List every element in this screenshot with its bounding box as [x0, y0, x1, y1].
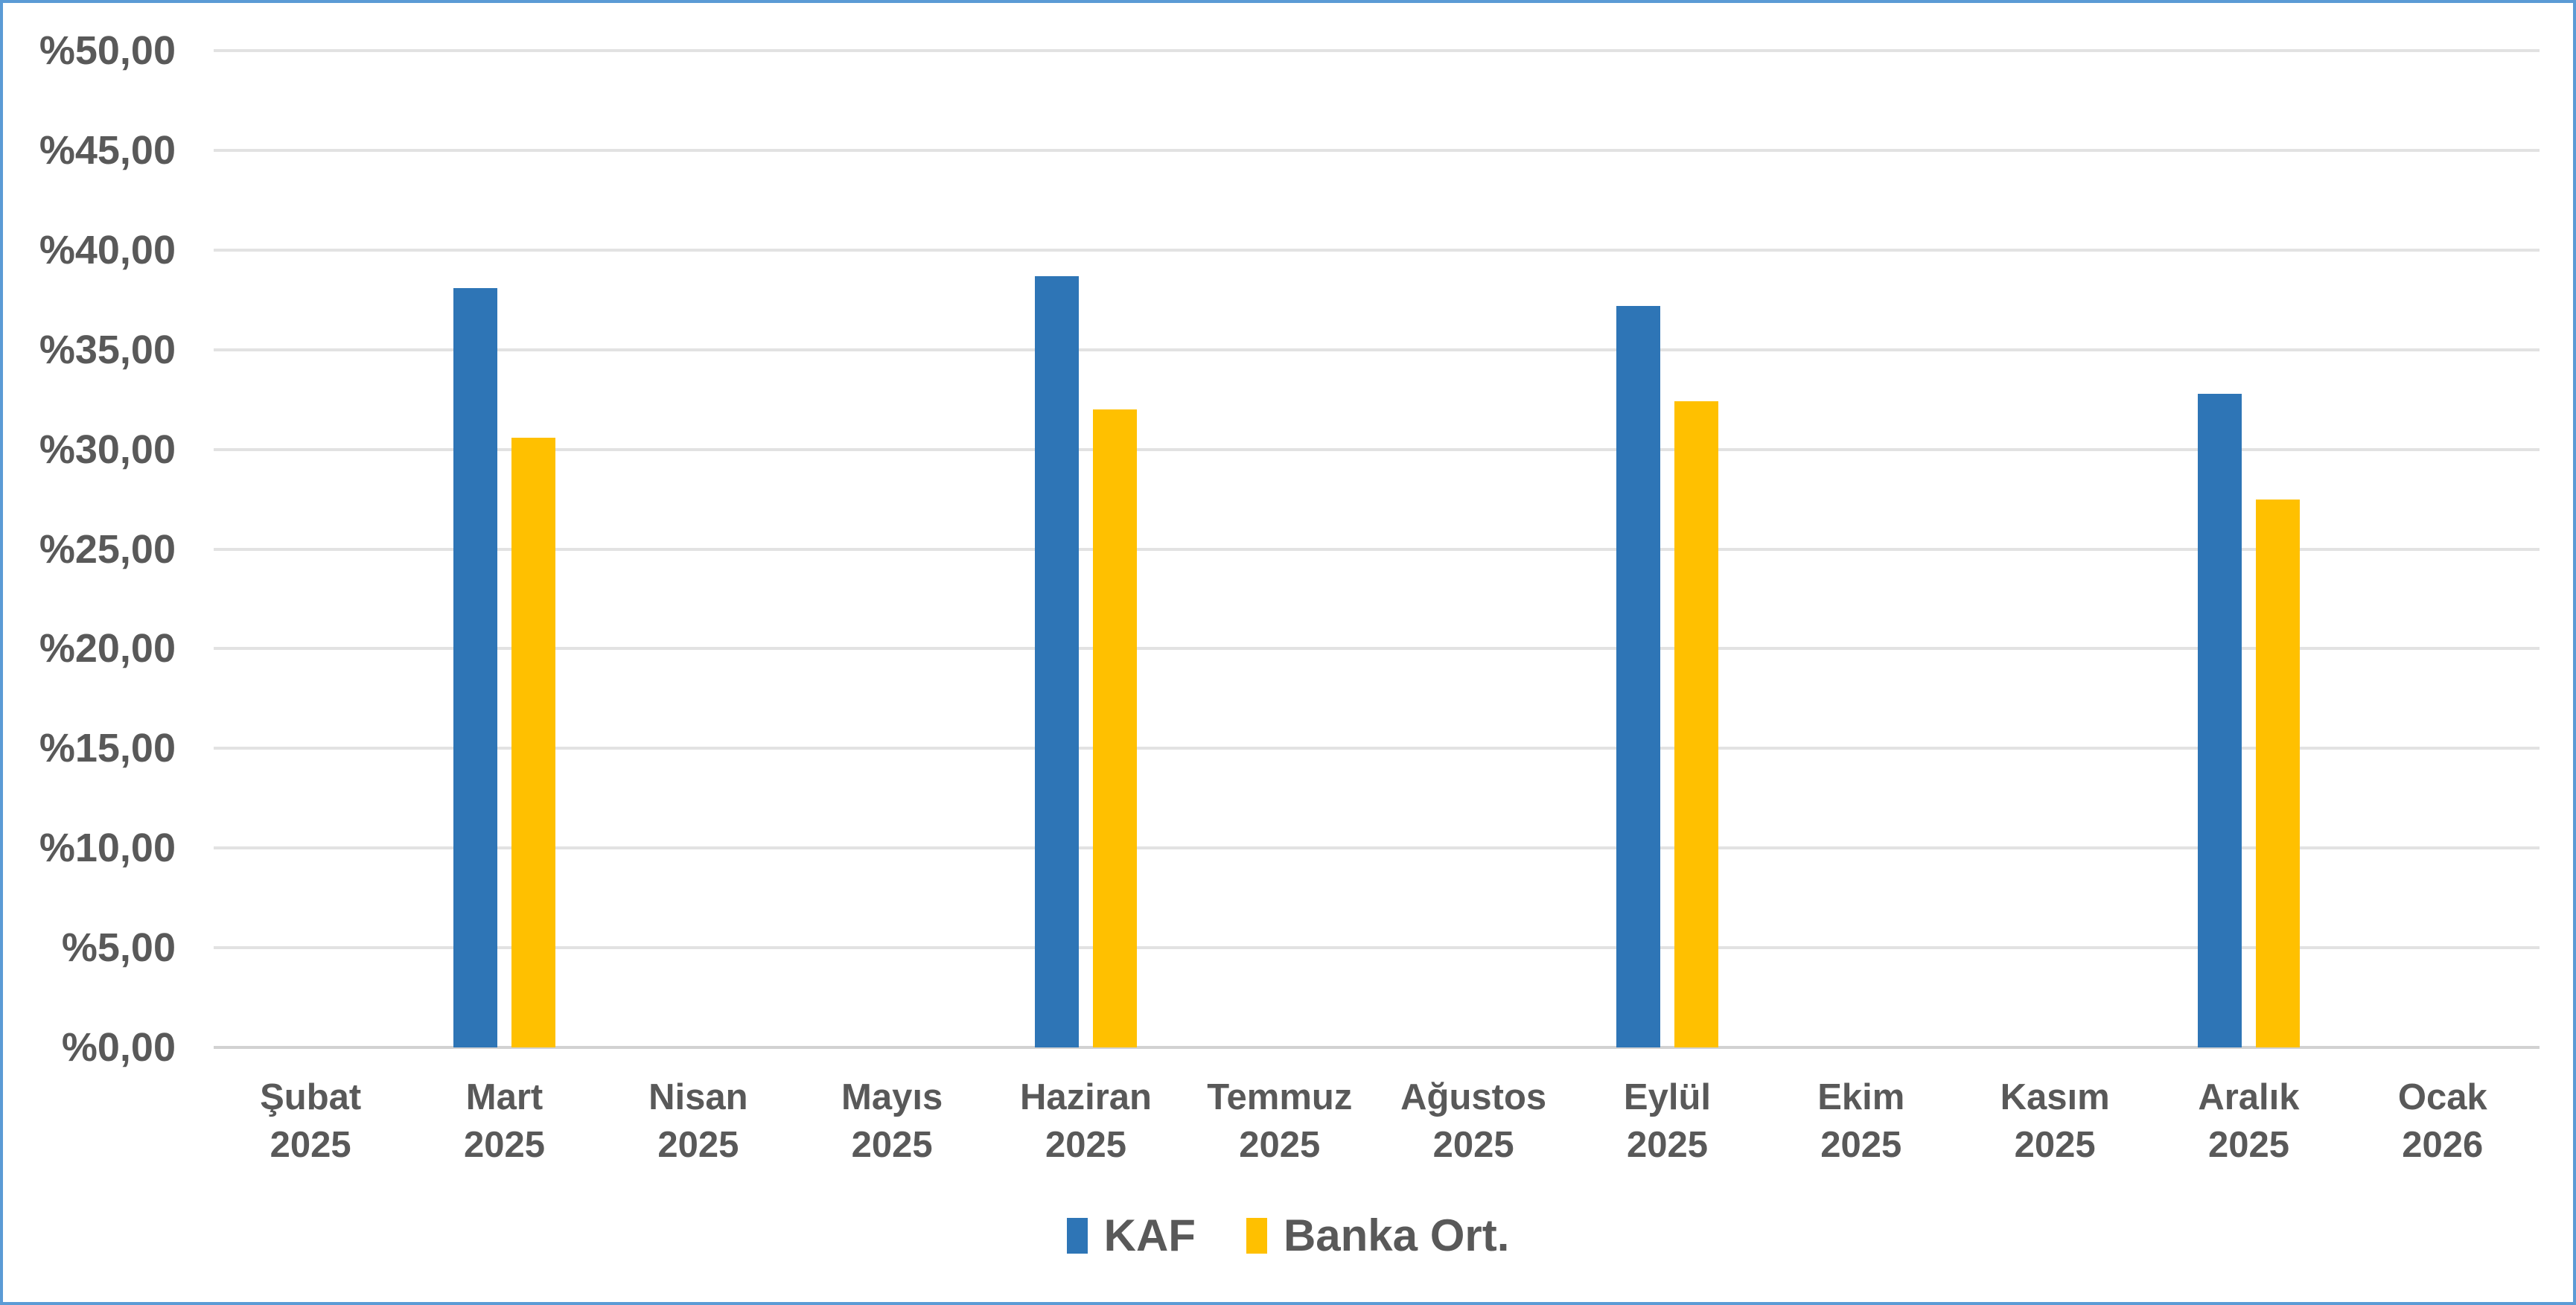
- x-category-label: Ocak 2026: [2346, 1073, 2540, 1169]
- x-label-year: 2025: [657, 1125, 739, 1165]
- gridline: [214, 248, 2540, 252]
- x-label-month: Eylül: [1623, 1077, 1711, 1117]
- x-category-label: Mart 2025: [407, 1073, 601, 1169]
- x-label-year: 2026: [2402, 1125, 2484, 1165]
- category-cell: [1958, 51, 2152, 1047]
- category-cell: [407, 51, 601, 1047]
- gridline: [214, 647, 2540, 651]
- gridline: [214, 148, 2540, 152]
- bar-banka-ort-4: [1092, 409, 1137, 1047]
- gridline: [214, 348, 2540, 351]
- x-category-label: Ekim 2025: [1764, 1073, 1958, 1169]
- legend-marker-icon: [1066, 1218, 1088, 1254]
- x-category-label: Eylül 2025: [1570, 1073, 1764, 1169]
- legend-entry-banka-ort: Banka Ort.: [1246, 1209, 1509, 1263]
- x-label-year: 2025: [2207, 1125, 2289, 1165]
- x-label-year: 2025: [1239, 1125, 1321, 1165]
- y-tick-label: %50,00: [39, 28, 176, 73]
- y-tick-label: %15,00: [39, 726, 176, 771]
- x-category-label: Kasım 2025: [1958, 1073, 2152, 1169]
- x-label-year: 2025: [851, 1125, 933, 1165]
- x-category-label: Şubat 2025: [214, 1073, 407, 1169]
- x-label-year: 2025: [1045, 1125, 1126, 1165]
- x-label-year: 2025: [463, 1125, 545, 1165]
- x-label-month: Şubat: [260, 1077, 362, 1117]
- gridline: [214, 1046, 2540, 1049]
- category-cell: [989, 51, 1182, 1047]
- bar-kaf-1: [453, 287, 497, 1047]
- category-cell: [1377, 51, 1570, 1047]
- gridline: [214, 747, 2540, 750]
- x-label-month: Kasım: [2000, 1077, 2110, 1117]
- x-label-month: Mart: [465, 1077, 543, 1117]
- gridline: [214, 946, 2540, 950]
- y-tick-label: %40,00: [39, 227, 176, 272]
- x-category-label: Aralık 2025: [2152, 1073, 2345, 1169]
- category-cell: [214, 51, 407, 1047]
- legend: KAF Banka Ort.: [3, 1209, 2573, 1263]
- category-cell: [1764, 51, 1958, 1047]
- legend-marker-icon: [1246, 1218, 1267, 1254]
- y-tick-label: %35,00: [39, 327, 176, 372]
- bar-banka-ort-1: [511, 437, 555, 1047]
- gridline: [214, 547, 2540, 551]
- y-tick-label: %10,00: [39, 826, 176, 871]
- x-label-year: 2025: [1820, 1125, 1902, 1165]
- x-label-year: 2025: [1432, 1125, 1514, 1165]
- legend-label: KAF: [1103, 1210, 1196, 1260]
- x-label-year: 2025: [270, 1125, 351, 1165]
- y-tick-label: %45,00: [39, 127, 176, 173]
- x-category-label: Mayıs 2025: [795, 1073, 989, 1169]
- bar-kaf-4: [1034, 275, 1079, 1047]
- y-tick-label: %20,00: [39, 626, 176, 671]
- x-axis-category-labels: Şubat 2025 Mart 2025 Nisan 2025 Mayıs 2025 Hazir…: [214, 1073, 2540, 1169]
- category-cell: [2346, 51, 2540, 1047]
- category-cell: [1570, 51, 1764, 1047]
- y-tick-label: %0,00: [61, 1025, 176, 1070]
- category-cell: [795, 51, 989, 1047]
- y-axis-tick-labels: %50,00 %45,00 %40,00 %35,00 %30,00 %25,00 %20,…: [3, 28, 176, 1070]
- category-cell: [602, 51, 795, 1047]
- gridline: [214, 447, 2540, 451]
- x-label-month: Haziran: [1019, 1077, 1152, 1117]
- y-tick-label: %25,00: [39, 526, 176, 572]
- x-label-year: 2025: [1626, 1125, 1708, 1165]
- bar-kaf-7: [1616, 305, 1660, 1047]
- bar-banka-ort-10: [2255, 499, 2300, 1047]
- bars-layer: [214, 51, 2540, 1047]
- category-cell: [1183, 51, 1377, 1047]
- x-label-month: Ekim: [1817, 1077, 1905, 1117]
- x-label-month: Ocak: [2397, 1077, 2487, 1117]
- bar-banka-ort-7: [1674, 401, 1718, 1047]
- bar-kaf-10: [2197, 393, 2242, 1047]
- x-category-label: Temmuz 2025: [1183, 1073, 1377, 1169]
- x-label-month: Nisan: [648, 1077, 748, 1117]
- gridline: [214, 49, 2540, 52]
- x-category-label: Haziran 2025: [989, 1073, 1182, 1169]
- y-tick-label: %30,00: [39, 427, 176, 472]
- x-label-month: Ağustos: [1400, 1077, 1547, 1117]
- x-category-label: Nisan 2025: [602, 1073, 795, 1169]
- x-category-label: Ağustos 2025: [1377, 1073, 1570, 1169]
- x-label-year: 2025: [2014, 1125, 2096, 1165]
- y-tick-label: %5,00: [61, 925, 176, 971]
- plot-area: [214, 49, 2540, 1049]
- legend-entry-kaf: KAF: [1066, 1209, 1196, 1263]
- x-label-month: Temmuz: [1207, 1077, 1353, 1117]
- legend-label: Banka Ort.: [1283, 1210, 1510, 1260]
- gridline: [214, 846, 2540, 850]
- category-cell: [2152, 51, 2345, 1047]
- x-label-month: Aralık: [2198, 1077, 2300, 1117]
- x-label-month: Mayıs: [841, 1077, 943, 1117]
